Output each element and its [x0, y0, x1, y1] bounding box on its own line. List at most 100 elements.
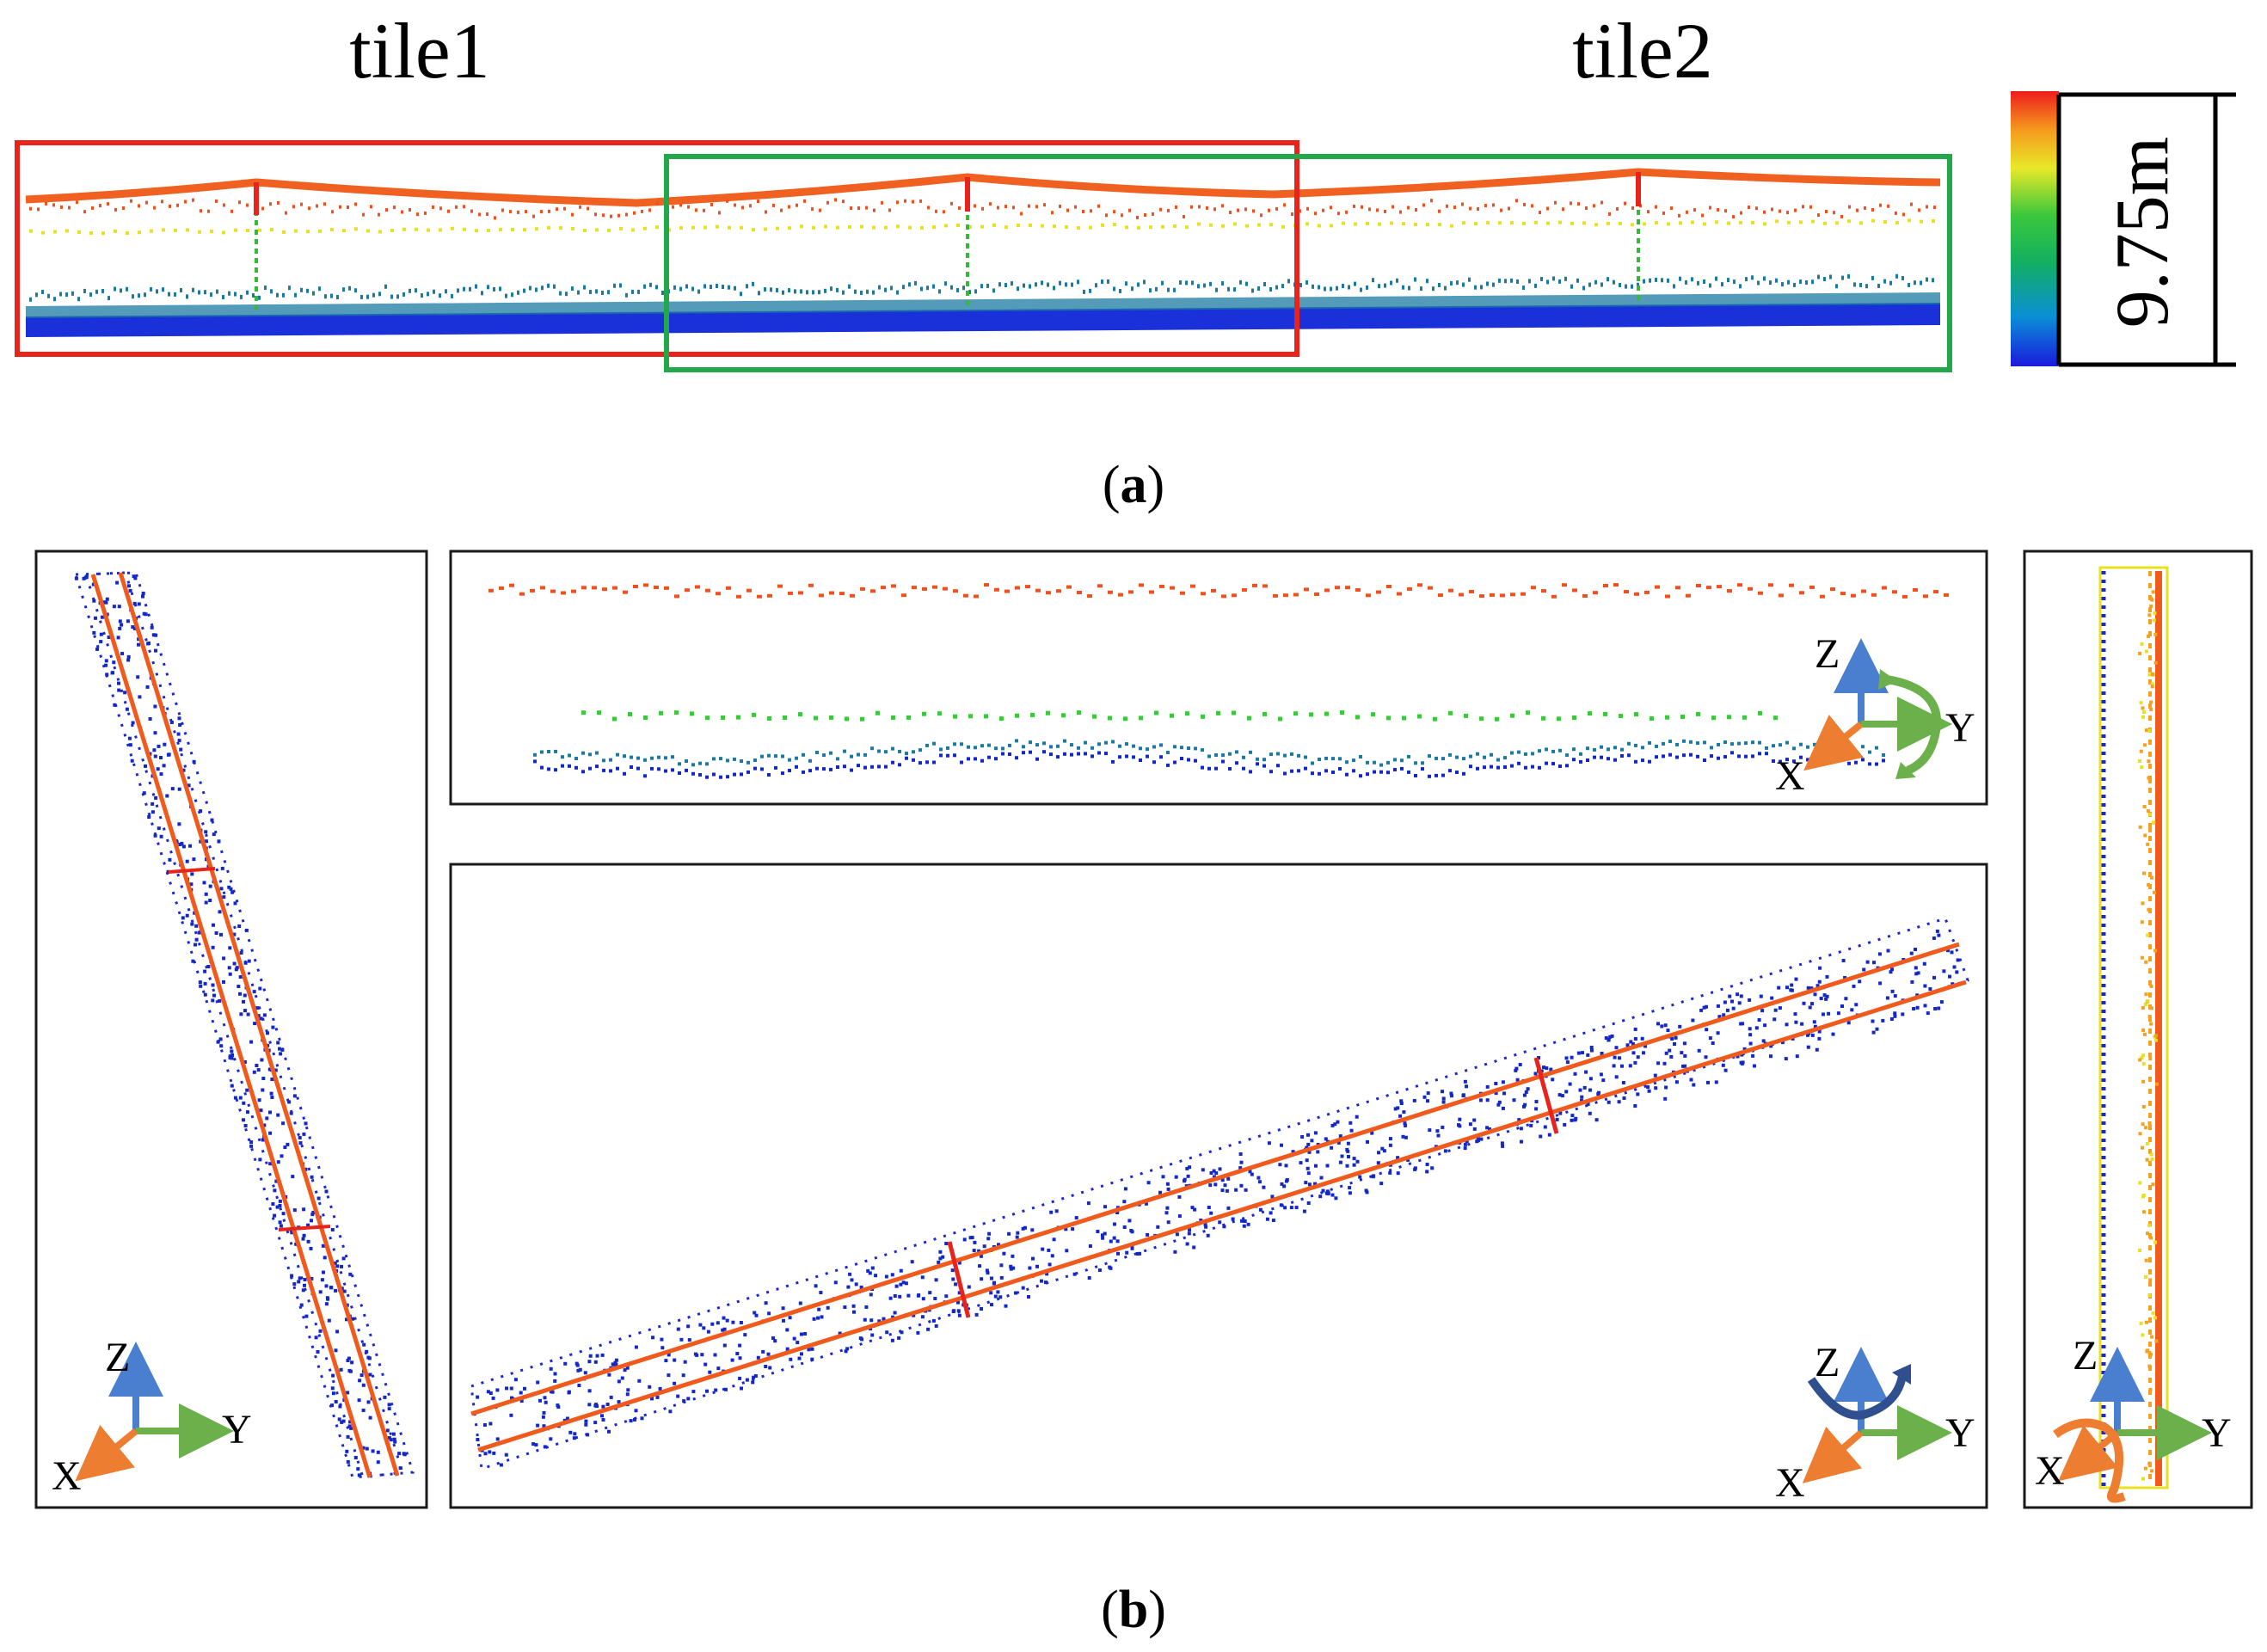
point — [2145, 1158, 2149, 1162]
point — [1757, 1018, 1761, 1022]
point — [1541, 589, 1546, 593]
point — [986, 1271, 990, 1275]
point — [391, 1432, 396, 1436]
point — [830, 286, 832, 292]
point — [962, 1237, 967, 1242]
point — [741, 206, 744, 210]
point — [567, 1390, 571, 1394]
point — [1152, 760, 1156, 765]
point — [575, 1363, 580, 1367]
point — [1582, 286, 1585, 291]
point — [1309, 712, 1313, 717]
point — [1570, 1055, 1574, 1059]
point — [1495, 716, 1499, 722]
point — [168, 292, 170, 297]
point — [318, 229, 322, 233]
point — [1871, 593, 1877, 597]
point — [1613, 1055, 1617, 1059]
point — [1539, 211, 1541, 214]
point — [899, 1282, 903, 1287]
point — [874, 1274, 878, 1278]
point — [1844, 997, 1848, 1001]
point — [1920, 219, 1923, 224]
point — [157, 744, 161, 748]
point — [208, 899, 212, 902]
point — [192, 857, 196, 862]
point — [176, 203, 179, 207]
point — [1751, 275, 1754, 280]
point — [1777, 986, 1781, 990]
point — [746, 284, 748, 289]
point — [1780, 1041, 1785, 1045]
point — [261, 206, 264, 211]
point — [1765, 752, 1768, 756]
point — [1706, 1080, 1710, 1084]
point — [1450, 224, 1453, 228]
point — [958, 206, 961, 210]
point — [1691, 277, 1693, 282]
point — [640, 1416, 644, 1421]
point — [1682, 1041, 1686, 1046]
point — [1871, 1030, 1876, 1035]
point — [258, 1158, 262, 1162]
point — [1414, 277, 1416, 282]
point — [1861, 589, 1866, 593]
point — [1647, 210, 1650, 214]
point — [912, 758, 915, 762]
point — [1848, 205, 1851, 209]
point — [2138, 825, 2142, 829]
point — [1136, 1252, 1140, 1256]
point — [1177, 1194, 1182, 1199]
point — [1603, 711, 1607, 716]
point — [1183, 1177, 1187, 1182]
point — [1275, 285, 1278, 290]
point — [899, 1268, 903, 1273]
point — [1173, 224, 1177, 228]
point — [1193, 1207, 1197, 1212]
point — [1108, 590, 1113, 594]
point — [1214, 766, 1218, 771]
point — [781, 771, 784, 776]
point — [1613, 758, 1617, 762]
point — [1933, 1007, 1938, 1010]
point — [1531, 765, 1534, 769]
point — [836, 287, 839, 292]
point — [1244, 207, 1247, 212]
point — [1815, 1047, 1819, 1052]
point — [870, 1333, 875, 1337]
point — [848, 1272, 852, 1276]
point — [1030, 712, 1035, 717]
point — [126, 231, 129, 235]
point — [1820, 594, 1825, 599]
point — [1572, 588, 1577, 593]
point — [495, 1388, 500, 1392]
point — [1691, 220, 1694, 224]
point — [824, 288, 826, 293]
point — [703, 208, 705, 212]
point — [1809, 986, 1814, 991]
point — [1649, 278, 1651, 283]
point — [1785, 1023, 1789, 1027]
point — [726, 586, 731, 590]
point — [1793, 1012, 1797, 1016]
point — [397, 1452, 402, 1456]
point — [1119, 289, 1121, 293]
y-axis-label: Y — [2202, 1410, 2232, 1456]
point — [1572, 747, 1576, 752]
point — [1197, 284, 1200, 289]
point — [329, 1286, 333, 1290]
point — [1161, 280, 1164, 286]
z-axis-label: Z — [1815, 1340, 1840, 1385]
point — [1825, 994, 1829, 998]
point — [616, 766, 619, 771]
point — [1203, 283, 1206, 288]
point — [734, 286, 736, 291]
point — [1152, 212, 1154, 216]
point — [402, 292, 405, 297]
point — [1164, 1211, 1169, 1215]
point — [764, 1365, 768, 1368]
point — [227, 885, 231, 889]
point — [1883, 279, 1886, 284]
point — [1011, 281, 1013, 286]
point — [493, 286, 495, 292]
